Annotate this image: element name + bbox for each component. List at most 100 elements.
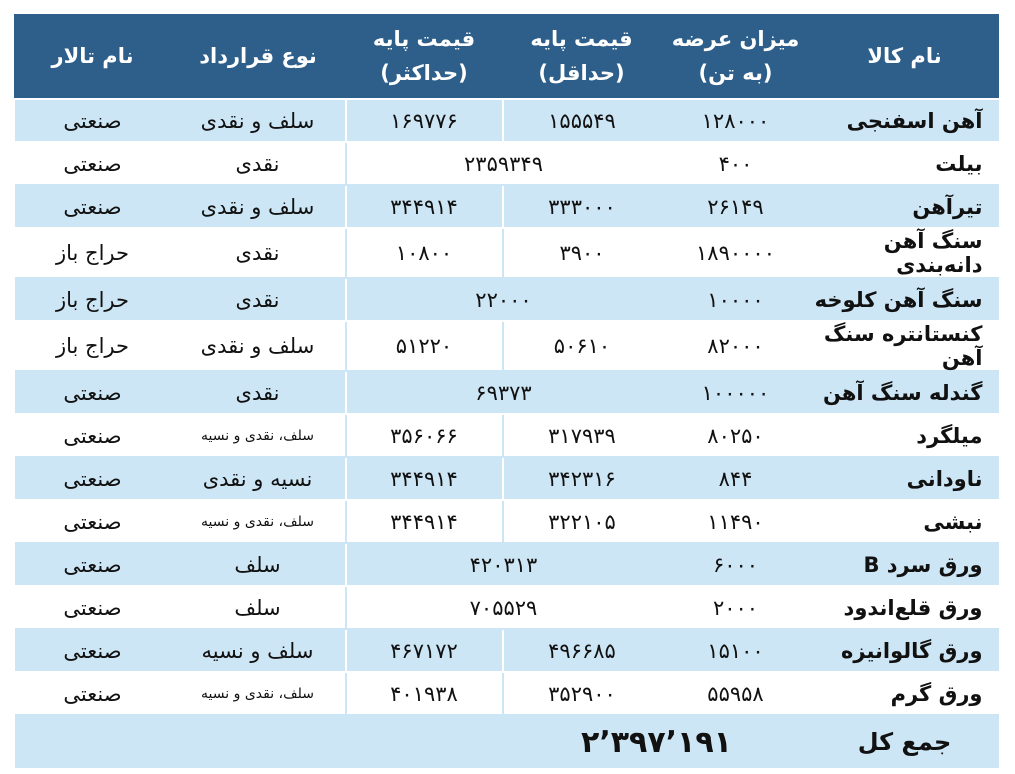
header-name: نام کالا (810, 14, 999, 99)
header-max-line1: قیمت پایه (372, 27, 476, 51)
cell-hall-name: حراج باز (14, 277, 171, 322)
cell-commodity-name: ورق گالوانیزه (810, 628, 999, 673)
header-name-text: نام کالا (867, 44, 942, 68)
cell-quantity: ۸۲۰۰۰ (660, 320, 811, 372)
table-row: بیلت ۴۰۰ ۲۳۵۹۳۴۹ نقدی صنعتی (14, 141, 999, 186)
table-row: سنگ آهن دانه‌بندی ۱۸۹۰۰۰۰ ۳۹۰۰ ۱۰۸۰۰ نقدی حرا… (14, 227, 999, 279)
cell-commodity-name: آهن اسفنجی (810, 98, 999, 143)
table-header: نام کالا میزان عرضه (به تن) قیمت پایه (حدا… (14, 14, 999, 99)
cell-quantity: ۱۰۰۰۰ (660, 277, 811, 322)
table-row: میلگرد ۸۰۲۵۰ ۳۱۷۹۳۹ ۳۵۶۰۶۶ سلف، نقدی و نسیه ص… (14, 413, 999, 458)
cell-commodity-name: ورق قلع‌اندود (810, 585, 999, 630)
cell-max-price: ۳۴۴۹۱۴ (344, 456, 503, 501)
cell-contract-type: نقدی (170, 277, 346, 322)
header-min-price: قیمت پایه (حداقل) (502, 14, 661, 99)
cell-max-price: ۵۱۲۲۰ (344, 320, 503, 372)
header-contract-text: نوع قرارداد (199, 44, 317, 68)
cell-quantity: ۲۰۰۰ (660, 585, 811, 630)
table-row: گندله سنگ آهن ۱۰۰۰۰۰ ۶۹۳۷۳ نقدی صنعتی (14, 370, 999, 415)
table-row: تیرآهن ۲۶۱۴۹ ۳۳۳۰۰۰ ۳۴۴۹۱۴ سلف و نقدی صنعتی (14, 184, 999, 229)
table-row: ورق سرد B ۶۰۰۰ ۴۲۰۳۱۳ سلف صنعتی (14, 542, 999, 587)
cell-max-price: ۱۰۸۰۰ (344, 227, 503, 279)
total-row: جمع کل ۲٬۳۹۷٬۱۹۱ (14, 715, 999, 768)
cell-contract-type: سلف و نسیه (170, 628, 346, 673)
table-body: آهن اسفنجی ۱۲۸۰۰۰ ۱۵۵۵۴۹ ۱۶۹۷۷۶ سلف و نقدی صن… (14, 98, 999, 716)
table-frame: نام کالا میزان عرضه (به تن) قیمت پایه (حدا… (14, 14, 999, 768)
cell-quantity: ۴۰۰ (660, 141, 811, 186)
cell-hall-name: صنعتی (14, 542, 171, 587)
cell-contract-type: نقدی (170, 227, 346, 279)
cell-min-price: ۳۴۲۳۱۶ (501, 456, 661, 501)
table-row: کنستانتره سنگ آهن ۸۲۰۰۰ ۵۰۶۱۰ ۵۱۲۲۰ سلف و نق… (14, 320, 999, 372)
cell-commodity-name: ناودانی (810, 456, 999, 501)
cell-hall-name: صنعتی (14, 98, 171, 143)
cell-base-price: ۴۲۰۳۱۳ (344, 542, 661, 587)
table-row: ورق گالوانیزه ۱۵۱۰۰ ۴۹۶۶۸۵ ۴۶۷۱۷۲ سلف و نسیه… (14, 628, 999, 673)
cell-max-price: ۴۶۷۱۷۲ (344, 628, 503, 673)
cell-min-price: ۳۱۷۹۳۹ (501, 413, 661, 458)
cell-quantity: ۱۱۴۹۰ (660, 499, 811, 544)
cell-hall-name: صنعتی (14, 413, 171, 458)
cell-base-price: ۷۰۵۵۲۹ (344, 585, 661, 630)
header-qty: میزان عرضه (به تن) (660, 14, 811, 99)
cell-contract-type: سلف، نقدی و نسیه (170, 499, 346, 544)
commodity-table: نام کالا میزان عرضه (به تن) قیمت پایه (حدا… (14, 14, 999, 768)
header-max-price: قیمت پایه (حداکثر) (345, 14, 503, 99)
cell-hall-name: صنعتی (14, 370, 171, 415)
table-row: سنگ آهن کلوخه ۱۰۰۰۰ ۲۲۰۰۰ نقدی حراج باز (14, 277, 999, 322)
cell-commodity-name: نبشی (810, 499, 999, 544)
cell-base-price: ۲۲۰۰۰ (344, 277, 661, 322)
cell-contract-type: سلف (170, 585, 346, 630)
cell-commodity-name: ورق سرد B (810, 542, 999, 587)
cell-min-price: ۳۲۲۱۰۵ (501, 499, 661, 544)
cell-contract-type: نقدی (170, 141, 346, 186)
cell-commodity-name: گندله سنگ آهن (810, 370, 999, 415)
cell-commodity-name: میلگرد (810, 413, 999, 458)
cell-min-price: ۱۵۵۵۴۹ (501, 98, 661, 143)
cell-commodity-name: کنستانتره سنگ آهن (810, 320, 999, 372)
cell-contract-type: سلف و نقدی (170, 320, 346, 372)
cell-hall-name: صنعتی (14, 141, 171, 186)
cell-min-price: ۴۹۶۶۸۵ (501, 628, 661, 673)
cell-max-price: ۱۶۹۷۷۶ (344, 98, 503, 143)
header-qty-line2: (به تن) (698, 61, 773, 85)
cell-quantity: ۱۸۹۰۰۰۰ (660, 227, 811, 279)
header-hall: نام تالار (14, 14, 171, 99)
cell-quantity: ۶۰۰۰ (660, 542, 811, 587)
cell-base-price: ۶۹۳۷۳ (344, 370, 661, 415)
cell-commodity-name: ورق گرم (810, 671, 999, 716)
cell-contract-type: نقدی (170, 370, 346, 415)
cell-contract-type: نسیه و نقدی (170, 456, 346, 501)
cell-min-price: ۵۰۶۱۰ (501, 320, 661, 372)
cell-contract-type: سلف و نقدی (170, 184, 346, 229)
cell-min-price: ۳۳۳۰۰۰ (501, 184, 661, 229)
cell-quantity: ۵۵۹۵۸ (660, 671, 811, 716)
header-max-line2: (حداکثر) (380, 61, 468, 85)
cell-hall-name: صنعتی (14, 585, 171, 630)
cell-quantity: ۸۰۲۵۰ (660, 413, 811, 458)
cell-quantity: ۱۵۱۰۰ (660, 628, 811, 673)
cell-hall-name: صنعتی (14, 671, 171, 716)
header-qty-line1: میزان عرضه (671, 27, 800, 51)
total-label: جمع کل (810, 715, 999, 768)
cell-contract-type: سلف، نقدی و نسیه (170, 413, 346, 458)
total-empty (14, 715, 503, 768)
cell-commodity-name: سنگ آهن کلوخه (810, 277, 999, 322)
cell-min-price: ۳۹۰۰ (501, 227, 661, 279)
cell-hall-name: صنعتی (14, 499, 171, 544)
table-row: نبشی ۱۱۴۹۰ ۳۲۲۱۰۵ ۳۴۴۹۱۴ سلف، نقدی و نسیه صنع… (14, 499, 999, 544)
cell-hall-name: صنعتی (14, 184, 171, 229)
table-footer: جمع کل ۲٬۳۹۷٬۱۹۱ (14, 715, 999, 768)
total-value: ۲٬۳۹۷٬۱۹۱ (502, 715, 811, 768)
cell-max-price: ۴۰۱۹۳۸ (344, 671, 503, 716)
table-row: ناودانی ۸۴۴ ۳۴۲۳۱۶ ۳۴۴۹۱۴ نسیه و نقدی صنعتی (14, 456, 999, 501)
header-contract: نوع قرارداد (170, 14, 346, 99)
table-row: ورق گرم ۵۵۹۵۸ ۳۵۲۹۰۰ ۴۰۱۹۳۸ سلف، نقدی و نسیه… (14, 671, 999, 716)
cell-min-price: ۳۵۲۹۰۰ (501, 671, 661, 716)
table-row: ورق قلع‌اندود ۲۰۰۰ ۷۰۵۵۲۹ سلف صنعتی (14, 585, 999, 630)
header-min-line2: (حداقل) (538, 61, 625, 85)
cell-commodity-name: بیلت (810, 141, 999, 186)
cell-quantity: ۲۶۱۴۹ (660, 184, 811, 229)
cell-max-price: ۳۴۴۹۱۴ (344, 184, 503, 229)
cell-quantity: ۱۰۰۰۰۰ (660, 370, 811, 415)
